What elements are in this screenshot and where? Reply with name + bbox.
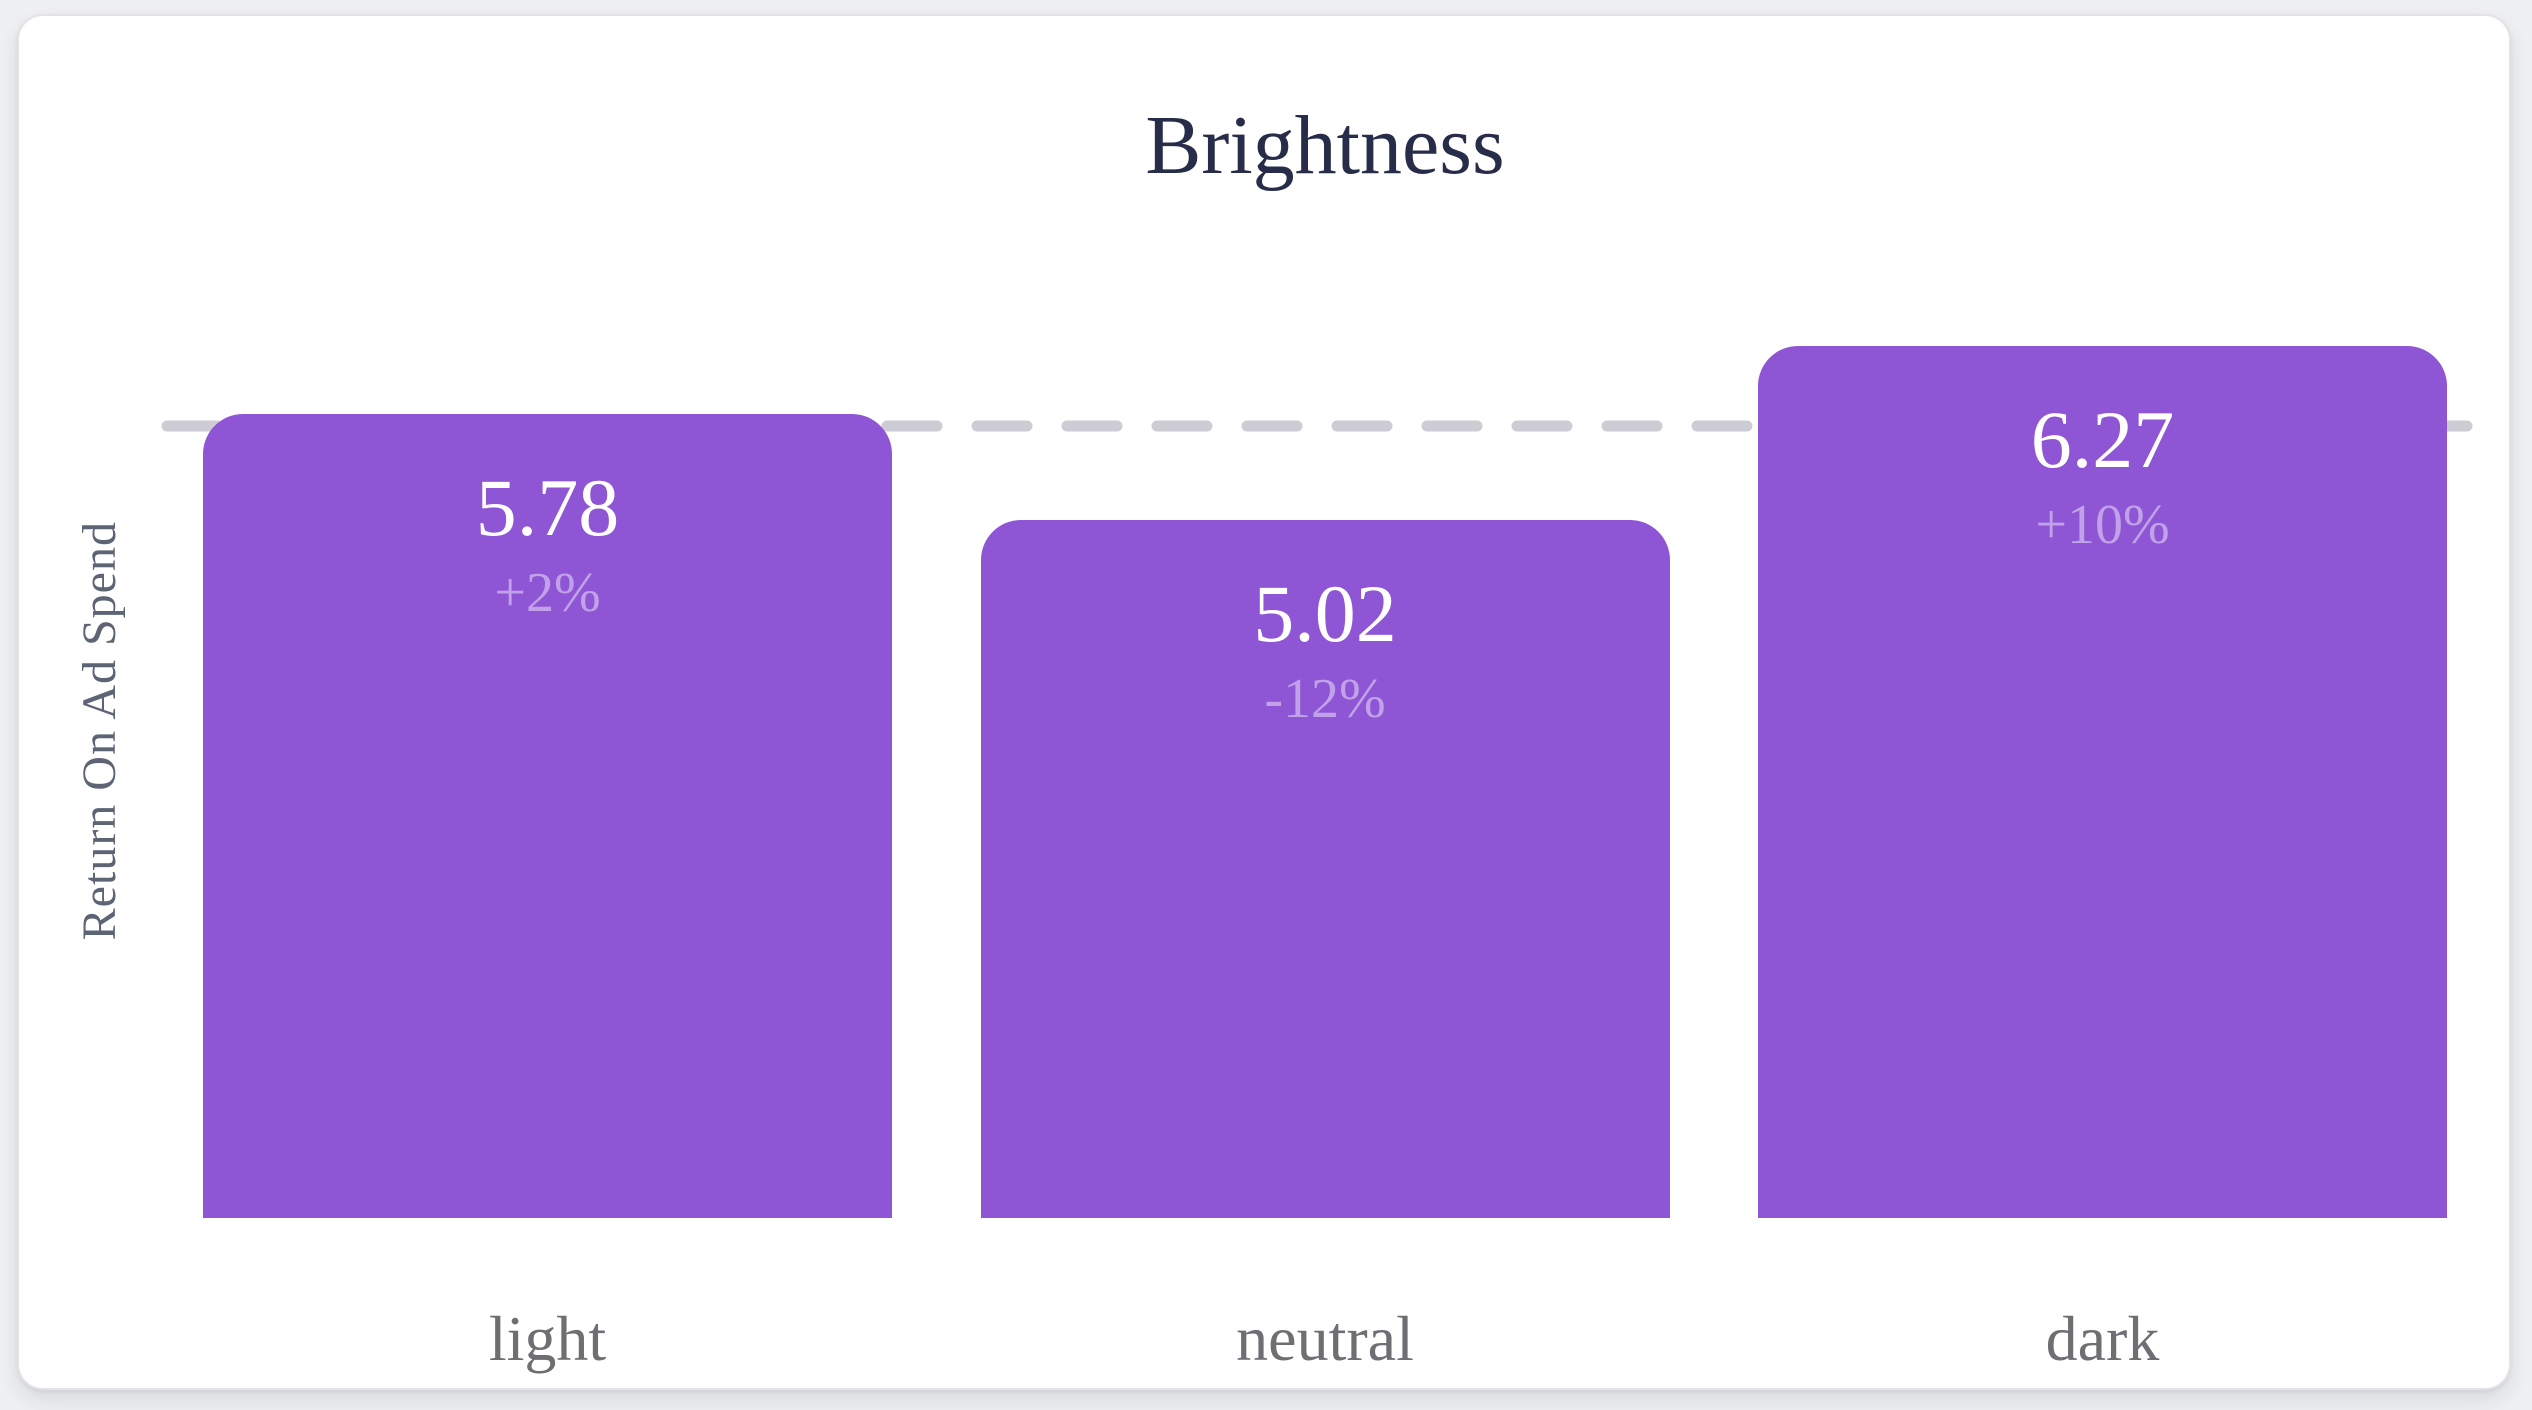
bar[interactable]: 6.27 +10% [1758, 345, 2447, 1218]
bar[interactable]: 5.02 -12% [980, 519, 1670, 1218]
chart-title: Brightness [1145, 99, 1505, 192]
y-axis-label: Return On Ad Spend [72, 521, 126, 941]
x-axis-category-label: neutral [1236, 1303, 1414, 1374]
bar-value-label: 5.78 [475, 461, 620, 553]
x-axis-labels-row: light neutral dark [139, 1303, 2511, 1374]
bar-delta-label: +10% [2035, 493, 2170, 556]
bar-value-label: 5.02 [1253, 567, 1397, 659]
x-axis-category-label: light [488, 1303, 607, 1374]
plot-area: 5.78 +2% 5.02 -12% 6.27 +10% [139, 244, 2511, 1218]
bars-container: 5.78 +2% 5.02 -12% 6.27 +10% [139, 244, 2511, 1218]
bar-value-label: 6.27 [2030, 393, 2175, 485]
y-axis-label-wrap: Return On Ad Spend [59, 244, 139, 1218]
bar[interactable]: 5.78 +2% [203, 413, 892, 1218]
x-axis-category-label: dark [2045, 1303, 2160, 1374]
bar-delta-label: -12% [1264, 667, 1386, 730]
chart-card: Brightness Return On Ad Spend 5.78 +2% 5… [17, 14, 2511, 1390]
bar-delta-label: +2% [494, 561, 601, 624]
